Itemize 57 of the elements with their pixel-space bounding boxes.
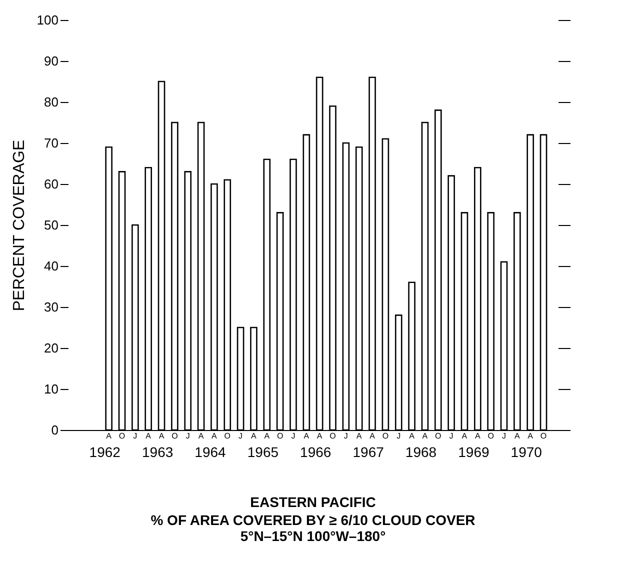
text: 1964: [194, 444, 226, 460]
text: 1962: [89, 444, 121, 460]
x-tick-label: J: [396, 432, 401, 440]
y-tick-label: 10: [44, 382, 58, 396]
x-tick-label: A: [356, 432, 362, 440]
y-tick-label: 30: [44, 300, 58, 314]
x-tick-label: J: [133, 432, 138, 440]
y-tick-label: 70: [44, 136, 58, 150]
x-tick-label: O: [435, 432, 442, 440]
x-tick-label: J: [502, 432, 506, 440]
x-tick-label: O: [540, 432, 547, 440]
y-axis-title: PERCENT COVERAGE: [10, 140, 28, 312]
text: EASTERN PACIFIC: [250, 494, 376, 510]
x-tick-label: J: [344, 432, 348, 440]
text: 1970: [510, 444, 542, 460]
y-tick-label: 0: [51, 422, 58, 438]
x-tick-label: A: [158, 432, 165, 440]
text: 1967: [352, 444, 384, 460]
x-tick-label: O: [118, 432, 126, 440]
y-tick-label: 60: [44, 176, 58, 192]
text: 1963: [142, 444, 174, 460]
x-tick-label: J: [291, 432, 296, 440]
x-tick-label: O: [382, 432, 389, 440]
x-tick-label: A: [422, 432, 428, 440]
x-tick-label: A: [474, 432, 481, 440]
text: 1965: [247, 444, 279, 460]
text: % OF AREA COVERED BY ≥ 6/10 CLOUD COVER 5°N–15°N 100°W–180°: [150, 512, 476, 544]
x-tick-label: A: [370, 432, 376, 440]
x-tick-label: A: [528, 432, 534, 440]
x-tick-label: A: [316, 432, 323, 440]
x-tick-label: A: [264, 432, 270, 440]
x-tick-label: A: [106, 432, 112, 440]
x-tick-label: A: [198, 432, 204, 440]
text: 1969: [458, 444, 490, 460]
y-tick-label: 40: [44, 258, 58, 274]
y-tick-label: 100: [36, 12, 58, 28]
x-tick-label: J: [449, 432, 454, 440]
text: 1966: [300, 444, 332, 460]
x-tick-label: J: [186, 432, 190, 440]
x-tick-label: O: [276, 432, 284, 440]
x-tick-label: J: [238, 432, 243, 440]
x-tick-label: O: [330, 432, 336, 440]
y-tick-label: 80: [44, 94, 58, 110]
x-tick-label: A: [304, 432, 310, 440]
x-tick-label: A: [146, 432, 152, 440]
x-tick-label: O: [172, 432, 178, 440]
x-tick-label: O: [488, 432, 494, 440]
y-tick-label: 50: [44, 218, 58, 232]
x-tick-label: A: [514, 432, 520, 440]
text: 1968: [405, 444, 437, 460]
x-tick-label: A: [409, 432, 416, 440]
y-tick-label: 90: [44, 54, 58, 68]
x-tick-label: A: [251, 432, 258, 440]
x-tick-label: A: [462, 432, 468, 440]
y-tick-label: 20: [44, 340, 58, 356]
x-tick-label: O: [224, 432, 230, 440]
x-tick-label: A: [212, 432, 218, 440]
